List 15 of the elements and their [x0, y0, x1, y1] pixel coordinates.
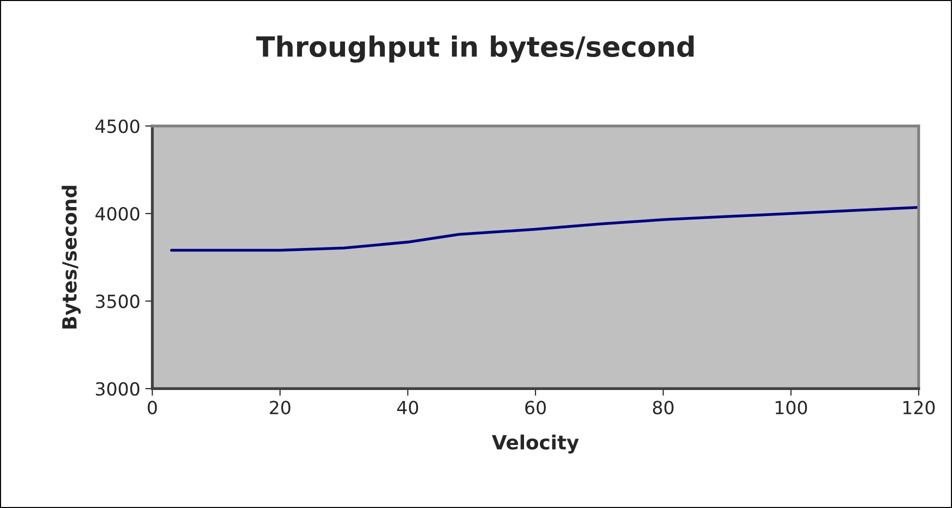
x-tick-label: 100 [776, 400, 807, 414]
x-tick-label: 40 [397, 400, 418, 414]
chart-title: Throughput in bytes/second [256, 36, 694, 63]
y-tick-label: 4500 [95, 119, 140, 134]
x-tick-label: 20 [270, 400, 290, 414]
x-axis-title: Velocity [492, 434, 579, 454]
x-tick-label: 80 [652, 400, 674, 414]
y-tick-label: 3000 [96, 382, 140, 396]
x-tick-label: 60 [525, 400, 546, 414]
x-tick-label: 120 [903, 400, 935, 414]
line-series [170, 206, 919, 252]
y-tick-label: 3500 [96, 294, 140, 308]
y-tick-label: 4000 [95, 206, 140, 221]
x-tick-label: 0 [148, 400, 157, 414]
y-axis-title: Bytes/second [62, 186, 81, 329]
